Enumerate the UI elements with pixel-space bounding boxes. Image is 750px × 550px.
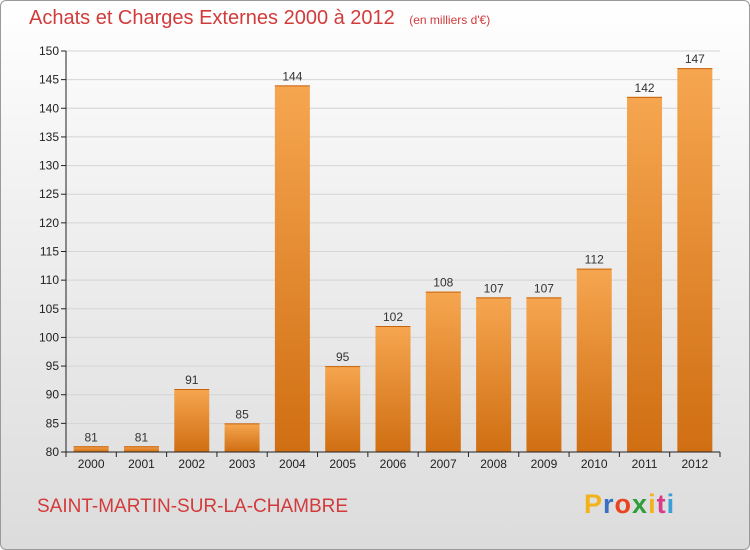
y-tick-label: 140 [39,101,59,115]
x-tick-label-2000: 2000 [78,457,105,471]
logo-letter: t [656,489,667,519]
data-label-2008: 107 [484,281,504,295]
bar-2000 [73,446,109,452]
bar-2004 [274,85,310,452]
x-tick-label-2003: 2003 [229,457,256,471]
y-tick-label: 120 [39,216,59,230]
bar-2001 [123,446,159,452]
y-tick-label: 150 [39,44,59,58]
x-tick-label-2011: 2011 [632,457,658,471]
logo-letter: i [666,489,676,519]
data-label-2003: 85 [235,407,249,421]
bar-2003 [224,423,260,452]
data-label-2002: 91 [185,373,199,387]
bar-2007 [425,291,461,452]
logo-letter: o [614,489,633,519]
x-tick-label-2001: 2001 [128,457,155,471]
x-tick-label-2005: 2005 [329,457,356,471]
bar-2012 [677,68,713,452]
data-label-2004: 144 [282,69,302,83]
data-label-2000: 81 [84,430,98,444]
x-tick-label-2004: 2004 [279,457,306,471]
logo-letter: r [603,489,615,519]
title-row: Achats et Charges Externes 2000 à 2012 (… [29,7,490,30]
y-tick-label: 145 [39,73,59,87]
y-tick-label: 95 [46,359,60,373]
logo-letter: P [584,489,604,519]
y-tick-label: 90 [46,388,60,402]
logo-letter: i [648,489,657,519]
x-tick-label-2007: 2007 [430,457,457,471]
bar-2011 [627,96,663,452]
x-tick-label-2012: 2012 [681,457,708,471]
x-tick-label-2008: 2008 [480,457,507,471]
y-tick-label: 130 [39,159,59,173]
bar-2010 [576,268,612,452]
data-label-2012: 147 [685,52,705,66]
data-labels: 81 81 91 85 144 95 102 108 107 107 112 142 147 [84,52,705,444]
y-tick-label: 135 [39,130,59,144]
bar-2008 [476,297,512,452]
chart-title: Achats et Charges Externes 2000 à 2012 [29,7,395,29]
bars [73,68,713,452]
data-label-2006: 102 [383,310,403,324]
y-tick-label: 115 [40,245,59,259]
y-tick-label: 85 [46,416,60,430]
data-label-2010: 112 [585,253,604,267]
y-tick-label: 110 [40,273,59,287]
x-tick-label-2010: 2010 [581,457,608,471]
x-tick-label-2006: 2006 [380,457,407,471]
data-label-2001: 81 [135,430,149,444]
axes: 80 85 90 95 100 105 110 115 120 125 130 135 140 145 15… [39,44,721,471]
data-label-2009: 107 [534,281,554,295]
y-tick-label: 100 [39,330,59,344]
proxiti-logo: Proxiti [584,489,675,520]
bar-2009 [526,297,562,452]
y-tick-label: 105 [39,302,59,316]
bar-2002 [174,388,210,452]
data-label-2007: 108 [433,276,453,290]
logo-letter: x [632,489,649,519]
data-label-2005: 95 [336,350,350,364]
bar-2005 [325,366,361,452]
x-tick-label-2009: 2009 [531,457,558,471]
chart-subtitle: (en milliers d'€) [409,13,491,27]
bar-2006 [375,325,411,452]
y-tick-label: 125 [39,187,59,201]
commune-name: SAINT-MARTIN-SUR-LA-CHAMBRE [37,496,349,517]
y-tick-label: 80 [46,445,60,459]
x-tick-label-2002: 2002 [178,457,205,471]
data-label-2011: 142 [635,81,655,95]
